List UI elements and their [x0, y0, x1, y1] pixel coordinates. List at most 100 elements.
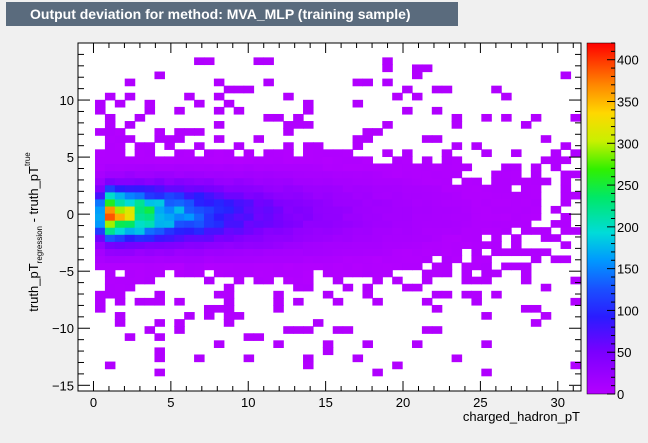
heatmap-cell	[104, 163, 116, 172]
heatmap-cell	[362, 248, 373, 257]
heatmap-cell	[174, 326, 185, 334]
heatmap-cell	[223, 283, 235, 292]
plot-frame	[77, 42, 582, 392]
heatmap-cell	[461, 163, 473, 172]
heatmap-cell	[243, 241, 255, 249]
heatmap-cell	[283, 121, 294, 129]
heatmap-cell	[203, 234, 215, 242]
heatmap-cell	[352, 170, 364, 179]
heatmap-cell	[332, 191, 344, 200]
heatmap-cell	[431, 177, 443, 186]
heatmap-cell	[451, 142, 463, 150]
heatmap-cell	[312, 163, 324, 172]
heatmap-cell	[322, 248, 334, 257]
heatmap-cell	[511, 241, 522, 249]
heatmap-cell	[332, 297, 344, 306]
heatmap-cell	[243, 333, 255, 341]
heatmap-cell	[451, 121, 463, 129]
heatmap-cell	[144, 326, 156, 334]
heatmap-cell	[114, 283, 126, 292]
heatmap-cell	[144, 163, 156, 172]
heatmap-cell	[283, 177, 294, 186]
heatmap-cell	[461, 191, 473, 200]
heatmap-cell	[95, 128, 106, 136]
heatmap-cell	[134, 142, 146, 150]
heatmap-cell	[312, 142, 324, 150]
heatmap-cell	[154, 319, 165, 327]
heatmap-cell	[233, 269, 245, 278]
heatmap-cell	[154, 163, 165, 172]
heatmap-cell	[134, 248, 146, 257]
heatmap-cell	[332, 326, 344, 334]
heatmap-cell	[322, 156, 334, 165]
heatmap-cell	[501, 198, 512, 207]
heatmap-cell	[114, 205, 126, 214]
heatmap-cell	[184, 205, 195, 214]
heatmap-cell	[332, 156, 344, 165]
heatmap-cell	[154, 71, 165, 80]
heatmap-cell	[451, 156, 463, 165]
heatmap-cell	[392, 92, 403, 101]
heatmap-cell	[253, 156, 265, 165]
x-axis: 0 5 10 15 20 25 30	[90, 43, 574, 410]
heatmap-cell	[402, 205, 413, 214]
heatmap-cell	[124, 184, 136, 193]
heatmap-cell	[550, 163, 562, 172]
heatmap-cell	[303, 191, 314, 200]
heatmap-cell	[263, 234, 274, 242]
heatmap-cell	[402, 198, 413, 207]
heatmap-cell	[233, 85, 245, 94]
heatmap-cell	[95, 163, 106, 172]
heatmap-cell	[184, 269, 195, 278]
colorbar-tick-label: 200	[617, 220, 639, 235]
heatmap-cell	[213, 106, 225, 115]
heatmap-cell	[213, 205, 225, 214]
heatmap-cell	[550, 255, 562, 264]
heatmap-cell	[263, 276, 274, 285]
heatmap-cell	[174, 319, 185, 327]
heatmap-cell	[481, 113, 492, 122]
heatmap-cell	[392, 184, 403, 193]
heatmap-cell	[372, 191, 383, 200]
heatmap-cell	[322, 262, 334, 271]
heatmap-cell	[481, 368, 492, 377]
heatmap-cell	[560, 177, 572, 186]
heatmap-cell	[312, 227, 324, 235]
heatmap-cell	[253, 248, 265, 257]
y-axis: −15 −10 −5 0 5 10	[52, 53, 581, 393]
heatmap-cell	[154, 156, 165, 165]
heatmap-cell	[411, 163, 423, 172]
heatmap-cell	[233, 106, 245, 115]
heatmap-cell	[342, 326, 354, 334]
heatmap-cell	[511, 163, 522, 172]
heatmap-cell	[174, 191, 185, 200]
heatmap-cell	[362, 128, 373, 136]
heatmap-cell	[243, 191, 255, 200]
heatmap-cell	[511, 191, 522, 200]
heatmap-cell	[471, 276, 482, 285]
heatmap-cell	[461, 184, 473, 193]
heatmap-cell	[243, 220, 255, 228]
heatmap-cell	[392, 227, 403, 235]
heatmap-cell	[441, 213, 453, 221]
heatmap-cell	[570, 276, 581, 285]
heatmap-cell	[322, 255, 334, 264]
heatmap-cell	[134, 113, 146, 122]
heatmap-cell	[342, 234, 354, 242]
heatmap-cell	[520, 121, 532, 129]
heatmap-cell	[184, 156, 195, 165]
heatmap-cell	[124, 262, 136, 271]
heatmap-cell	[104, 262, 116, 271]
heatmap-cell	[382, 57, 393, 66]
heatmap-cell	[243, 262, 255, 271]
heatmap-cell	[213, 269, 225, 278]
heatmap-cell	[303, 248, 314, 257]
heatmap-cell	[114, 297, 126, 306]
heatmap-cell	[223, 220, 235, 228]
heatmap-cell	[392, 276, 403, 285]
heatmap-cell	[194, 241, 205, 249]
heatmap-cell	[342, 170, 354, 179]
x-tick-label: 30	[551, 395, 565, 410]
heatmap-cell	[194, 198, 205, 207]
heatmap-cell	[104, 213, 116, 221]
